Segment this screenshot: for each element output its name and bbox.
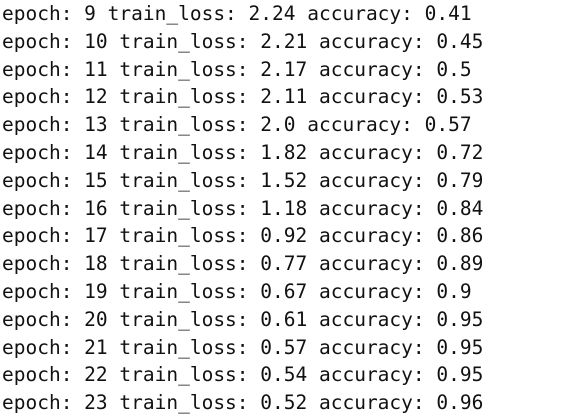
log-line: epoch: 9 train_loss: 2.24 accuracy: 0.41 [2,2,472,25]
log-line: epoch: 16 train_loss: 1.18 accuracy: 0.8… [2,196,484,220]
log-line: epoch: 11 train_loss: 2.17 accuracy: 0.5 [2,57,472,81]
log-line: epoch: 23 train_loss: 0.52 accuracy: 0.9… [2,391,484,415]
log-line: epoch: 18 train_loss: 0.77 accuracy: 0.8… [2,252,484,276]
log-line: epoch: 22 train_loss: 0.54 accuracy: 0.9… [2,363,484,387]
log-line: epoch: 17 train_loss: 0.92 accuracy: 0.8… [2,224,484,248]
log-line: epoch: 10 train_loss: 2.21 accuracy: 0.4… [2,29,484,53]
log-line: epoch: 15 train_loss: 1.52 accuracy: 0.7… [2,168,484,192]
log-line: epoch: 21 train_loss: 0.57 accuracy: 0.9… [2,335,484,359]
log-line: epoch: 12 train_loss: 2.11 accuracy: 0.5… [2,85,484,109]
log-line: epoch: 19 train_loss: 0.67 accuracy: 0.9 [2,279,472,303]
log-line: epoch: 13 train_loss: 2.0 accuracy: 0.57 [2,113,472,137]
log-line: epoch: 14 train_loss: 1.82 accuracy: 0.7… [2,140,484,164]
log-line: epoch: 20 train_loss: 0.61 accuracy: 0.9… [2,307,484,331]
